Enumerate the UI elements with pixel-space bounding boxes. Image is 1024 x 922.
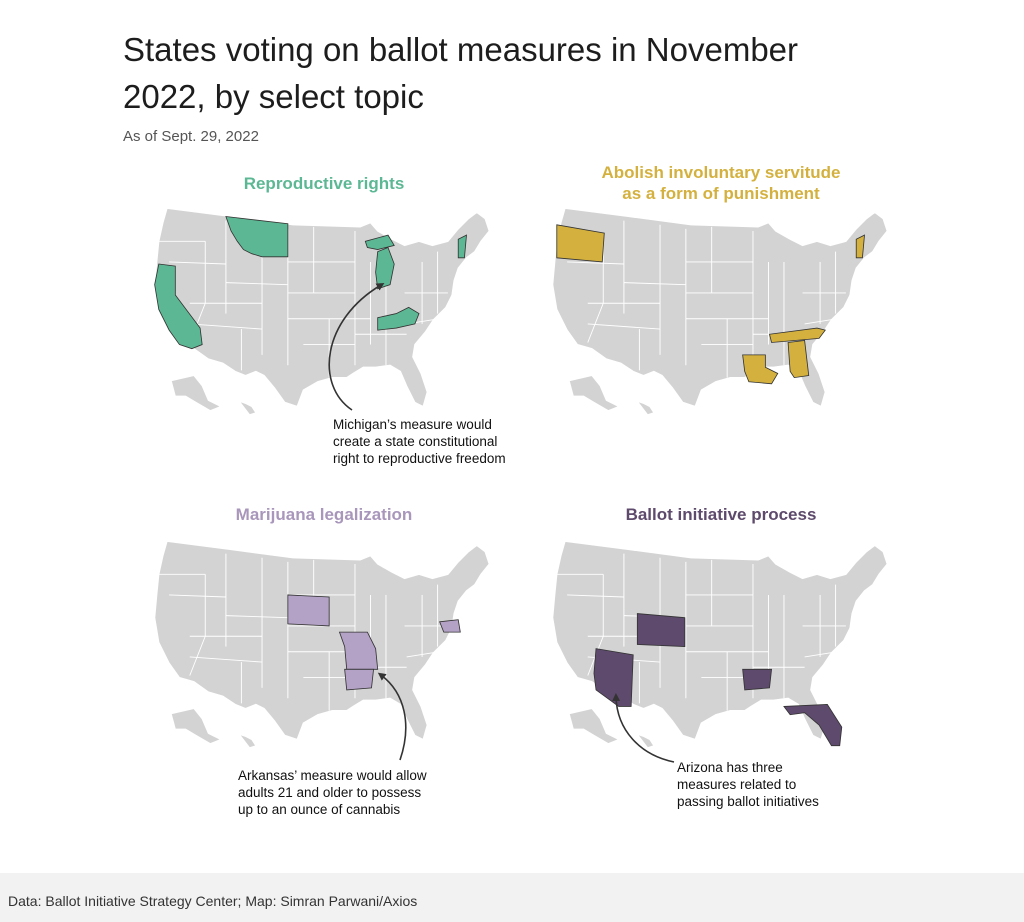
state-california	[154, 263, 203, 350]
annotation-arizona: Arizona has three measures related to pa…	[677, 760, 819, 809]
state-border	[169, 261, 226, 265]
state-border	[567, 261, 624, 265]
map-ballot-initiative	[552, 540, 888, 749]
state-arizona	[593, 648, 634, 707]
state-border	[225, 282, 288, 286]
alaska-shape	[170, 707, 223, 745]
state-border	[189, 656, 263, 663]
annotation-michigan: Michigan’s measure would create a state …	[333, 417, 506, 466]
panel-title-ballot-initiative: Ballot initiative process	[625, 505, 817, 524]
map-marijuana-legalization	[154, 540, 490, 749]
alaska-shape	[568, 374, 621, 412]
state-maryland	[439, 619, 461, 633]
hawaii-shape	[237, 400, 257, 416]
source-credit: Data: Ballot Initiative Strategy Center;…	[8, 893, 418, 909]
state-border	[804, 648, 857, 658]
footer: Data: Ballot Initiative Strategy Center;…	[0, 873, 1024, 922]
panel-title-marijuana-legalization: Marijuana legalization	[235, 505, 413, 524]
state-arkansas	[344, 668, 375, 691]
state-michigan	[364, 234, 395, 290]
annotation-arkansas: Arkansas’ measure would allow adults 21 …	[238, 768, 427, 817]
state-south-dakota	[287, 594, 330, 627]
state-arkansas	[742, 668, 773, 691]
state-florida	[783, 703, 843, 747]
state-border	[169, 594, 226, 598]
state-border	[225, 615, 288, 619]
state-missouri	[338, 631, 379, 670]
panel-title-involuntary-servitude: Abolish involuntary servitude as a form …	[601, 163, 841, 203]
panel-title-reproductive-rights: Reproductive rights	[243, 174, 405, 193]
state-border	[189, 636, 206, 676]
state-border	[567, 594, 624, 598]
state-tennessee	[768, 327, 826, 343]
hawaii-shape	[237, 733, 257, 749]
state-border	[406, 648, 459, 658]
alaska-shape	[568, 707, 621, 745]
hawaii-shape	[635, 400, 655, 416]
page-title: States voting on ballot measures in Nove…	[123, 31, 799, 115]
page-subtitle: As of Sept. 29, 2022	[123, 128, 259, 145]
state-vermont	[855, 234, 865, 259]
hawaii-shape	[635, 733, 655, 749]
state-border	[189, 323, 263, 330]
state-montana	[225, 216, 289, 258]
state-alabama	[787, 339, 810, 379]
map-reproductive-rights	[154, 207, 490, 416]
state-border	[587, 323, 661, 330]
state-vermont	[457, 234, 467, 259]
state-border	[623, 282, 686, 286]
us-base-map	[552, 540, 888, 741]
state-colorado	[636, 613, 686, 648]
alaska-shape	[170, 374, 223, 412]
state-louisiana	[742, 354, 779, 385]
state-oregon	[556, 224, 605, 263]
us-base-map	[154, 207, 490, 408]
map-involuntary-servitude	[552, 207, 888, 416]
us-base-map	[154, 540, 490, 741]
state-border	[804, 315, 857, 325]
state-border	[587, 303, 604, 343]
